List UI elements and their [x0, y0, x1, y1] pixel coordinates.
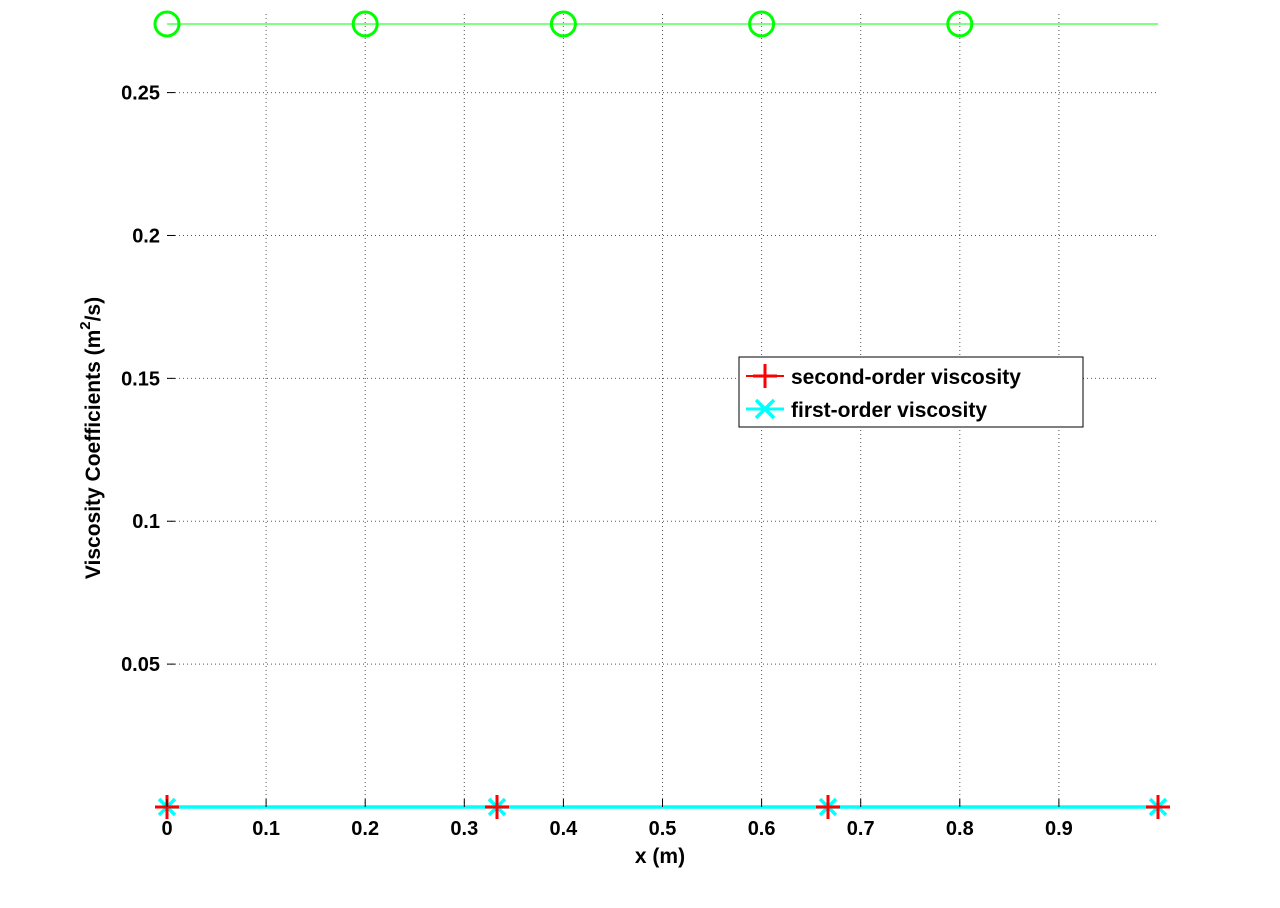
y-axis-label-tail: /s): [82, 297, 105, 322]
y-tick-label: 0.15: [121, 368, 160, 390]
data-point-plus: [815, 795, 840, 819]
legend-marker-plus-icon: [753, 364, 777, 388]
axis-ticks: 0 0.1 0.2 0.3 0.4 0.5 0.6 0.7 0.8 0.9 0.05 0.1 0.15 0…: [121, 83, 1073, 840]
legend-label-first-order: first-order viscosity: [791, 399, 987, 422]
data-point-circle: [153, 10, 181, 38]
legend-box: [738, 356, 1084, 428]
x-tick-label: 0.2: [351, 818, 379, 840]
x-tick-label: 0: [161, 818, 172, 840]
legend: second-order viscosity first-order visco…: [738, 356, 1084, 428]
data-point-plus: [485, 795, 510, 819]
data-point-circle: [549, 10, 577, 38]
data-point-circle: [946, 10, 974, 38]
y-tick-label: 0.25: [121, 83, 160, 105]
x-tick-label: 0.6: [748, 818, 776, 840]
x-axis-label: x (m): [635, 845, 685, 868]
x-tick-label: 0.9: [1045, 818, 1073, 840]
x-tick-label: 0.5: [649, 818, 677, 840]
data-point-plus: [1146, 795, 1170, 819]
x-tick-label: 0.8: [946, 818, 974, 840]
x-tick-label: 0.1: [252, 818, 280, 840]
x-tick-label: 0.3: [450, 818, 478, 840]
y-tick-label: 0.1: [132, 511, 160, 533]
y-axis-label-superscript: 2: [77, 321, 94, 329]
x-tick-label: 0.7: [847, 818, 875, 840]
x-tick-label: 0.4: [549, 818, 578, 840]
plot-series: [153, 10, 1170, 819]
legend-entry-second-order: second-order viscosity: [746, 364, 1021, 389]
data-point-circle: [351, 10, 379, 38]
y-tick-label: 0.05: [121, 654, 160, 676]
legend-entry-first-order: first-order viscosity: [746, 398, 987, 422]
y-axis-label: Viscosity Coefficients (m2/s): [77, 297, 105, 579]
y-axis-label-main: Viscosity Coefficients (m: [82, 330, 105, 579]
data-point-circle: [748, 10, 776, 38]
legend-label-second-order: second-order viscosity: [791, 366, 1021, 389]
legend-marker-x-icon: [754, 398, 776, 420]
y-tick-label: 0.2: [132, 225, 160, 247]
